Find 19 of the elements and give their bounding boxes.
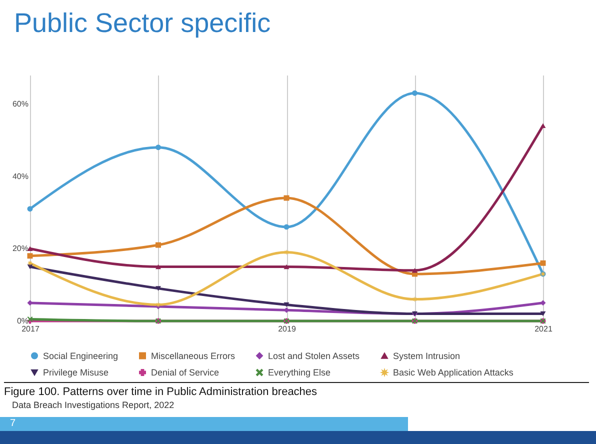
legend-label: Privilege Misuse: [43, 368, 109, 378]
legend-label: System Intrusion: [393, 350, 460, 361]
legend-label: Social Engineering: [43, 350, 118, 361]
legend-label: Everything Else: [268, 368, 331, 378]
legend-label: Lost and Stolen Assets: [268, 350, 360, 361]
caption: Figure 100. Patterns over time in Public Administration breaches: [4, 382, 589, 398]
x-tick-label: 2017: [22, 324, 40, 334]
legend-label: Basic Web Application Attacks: [393, 368, 514, 378]
chart-title: Public Sector specific: [14, 8, 271, 39]
y-tick-label: 20%: [12, 244, 28, 254]
x-tick-label: 2019: [278, 324, 296, 334]
x-tick-label: 2021: [534, 324, 553, 334]
y-tick-label: 60%: [12, 99, 28, 108]
text: Data Breach Investigations Report, 2022: [12, 400, 174, 410]
y-tick-label: 0%: [16, 316, 28, 326]
legend-label: Denial of Service: [151, 368, 220, 378]
y-tick-label: 40%: [12, 172, 28, 181]
legend-label: Miscellaneous Errors: [151, 350, 236, 361]
text: 7: [10, 418, 16, 429]
